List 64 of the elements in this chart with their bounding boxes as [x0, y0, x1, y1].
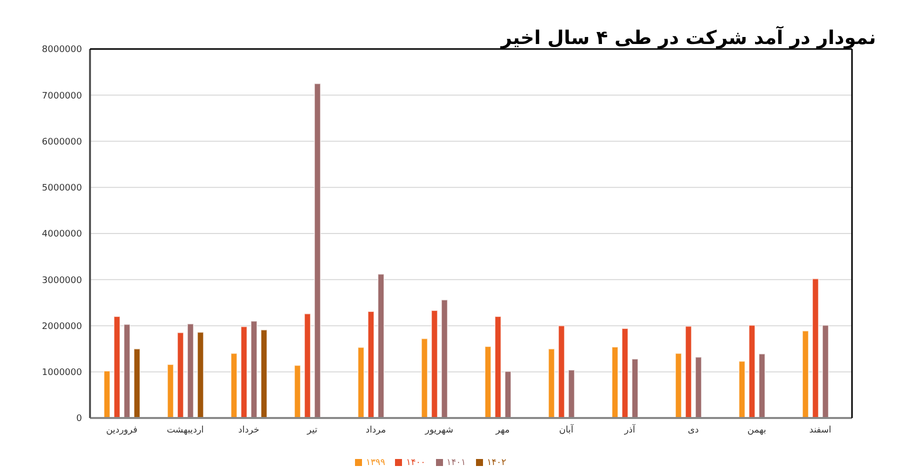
bar	[621, 328, 628, 418]
bar	[430, 310, 438, 418]
legend-label: ۱۴۰۲	[486, 458, 506, 468]
bar	[186, 323, 194, 418]
bar	[103, 370, 110, 418]
x-tick-label: مهر	[494, 425, 510, 436]
bar	[812, 278, 819, 418]
bar	[240, 326, 248, 418]
bar	[420, 338, 428, 418]
bar	[694, 356, 702, 418]
bar	[133, 348, 140, 418]
bar	[304, 313, 311, 418]
y-tick-label: 8000000	[42, 45, 82, 56]
bar	[822, 324, 829, 418]
bar	[758, 353, 766, 418]
y-tick-label: 3000000	[42, 276, 82, 286]
bar	[166, 364, 174, 418]
bar	[748, 324, 756, 418]
y-tick-label: 1000000	[42, 368, 82, 378]
bar	[196, 332, 204, 418]
bar	[631, 358, 638, 418]
legend-label: ۱۳۹۹	[366, 458, 386, 468]
x-tick-label: آذر	[623, 423, 636, 436]
bar	[294, 364, 301, 418]
x-tick-label: اردیبهشت	[166, 425, 204, 436]
bar	[250, 320, 258, 418]
bar	[113, 316, 120, 418]
bar	[123, 324, 130, 418]
y-tick-label: 4000000	[42, 230, 82, 240]
bar	[568, 370, 575, 418]
bar	[357, 346, 364, 418]
bar	[558, 325, 565, 418]
bar	[494, 316, 502, 418]
bar	[176, 332, 184, 418]
x-tick-label: مرداد	[366, 425, 386, 436]
x-tick-label: فروردین	[106, 425, 138, 436]
x-tick-label: آبان	[559, 423, 574, 436]
bar	[611, 346, 618, 418]
y-tick-label: 5000000	[42, 184, 82, 194]
bar	[738, 360, 746, 418]
bar	[367, 310, 374, 418]
x-tick-label: اسفند	[809, 425, 832, 436]
bar	[802, 330, 809, 418]
y-tick-label: 0	[76, 414, 82, 424]
bar	[440, 299, 448, 418]
bar	[377, 274, 384, 418]
x-tick-label: بهمن	[747, 425, 766, 436]
legend-label: ۱۴۰۱	[446, 458, 466, 468]
y-tick-label: 6000000	[42, 137, 82, 148]
bar	[548, 348, 555, 418]
bar	[684, 326, 692, 418]
y-tick-label: 7000000	[42, 91, 82, 102]
legend-label: ۱۴۰۰	[406, 458, 426, 468]
bar	[674, 352, 682, 418]
bar	[484, 346, 492, 418]
bar	[314, 83, 321, 418]
y-tick-label: 2000000	[42, 322, 82, 332]
x-tick-label: خرداد	[238, 425, 260, 436]
bar	[504, 370, 512, 418]
x-tick-label: شهریور	[424, 425, 454, 436]
x-tick-label: دی	[688, 425, 699, 436]
bar	[230, 352, 238, 418]
x-tick-label: تیر	[306, 425, 318, 436]
bar	[260, 329, 268, 418]
